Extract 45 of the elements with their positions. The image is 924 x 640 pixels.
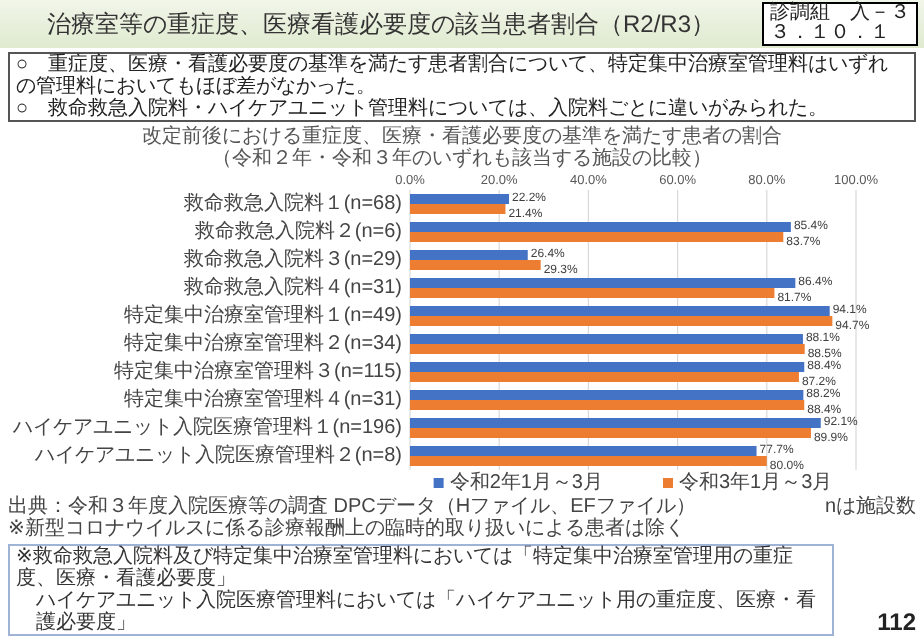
- y-tick-label: 特定集中治療室管理料４(n=31): [123, 387, 402, 412]
- source-note: 出典：令和３年度入院医療等の調査 DPCデータ（Hファイル、EFファイル）: [8, 496, 696, 518]
- bar: [410, 400, 805, 410]
- text: 治療室等の重症度、医療看護必要度の該当患者割合（R2/R3）: [44, 7, 717, 41]
- bar: [410, 204, 506, 214]
- text: ハイケアユニット入院医療管理料においては「ハイケアユニット用の重症度、医療・看護必要度」: [34, 590, 818, 634]
- text: nは施設数: [824, 496, 916, 518]
- legend-label: 令和2年1月～3月: [449, 470, 603, 495]
- bar: [410, 428, 811, 438]
- bar: [410, 446, 757, 456]
- bar: [410, 222, 791, 232]
- bar: [410, 306, 830, 316]
- bar: [410, 288, 775, 298]
- bar: [410, 334, 803, 344]
- bar: [410, 390, 804, 400]
- text: 112: [875, 608, 916, 636]
- bar: [410, 278, 796, 288]
- text: ※救命救急入院料及び特定集中治療室管理料においては「特定集中治療室管理用の重症度、医療・看護必要度」: [16, 546, 795, 590]
- y-tick-label: 特定集中治療室管理料２(n=34): [123, 331, 402, 356]
- text: 診調組 入－３: [770, 2, 910, 24]
- legend-label: 令和3年1月～3月: [679, 470, 833, 495]
- text: ○ 救命救急入院料・ハイケアユニット管理料については、入院料ごとに違いがみられた。: [16, 98, 831, 120]
- bar: [410, 316, 833, 326]
- bar: [410, 250, 528, 260]
- text: ３．１０．１: [770, 22, 892, 44]
- text: ○ 重症度、医療・看護必要度の基準を満たす患者割合について、特定集中治療室管理料はいずれの管理料においてもほぼ差がなかった。: [16, 54, 891, 98]
- bar: [410, 232, 784, 242]
- bar: [410, 418, 821, 428]
- text: ※新型コロナウイルスに係る診療報酬上の臨時的取り扱いによる患者は除く: [8, 518, 687, 540]
- y-tick-label: 救命救急入院料１(n=68): [181, 191, 402, 216]
- bar: [410, 194, 510, 204]
- y-tick-label: ハイケアユニット入院医療管理料１(n=196): [10, 415, 402, 440]
- y-tick-label: ハイケアユニット入院医療管理料２(n=8): [32, 443, 402, 468]
- bar: [410, 344, 805, 354]
- bar: [410, 260, 541, 270]
- bar: [410, 456, 767, 466]
- y-tick-label: 特定集中治療室管理料１(n=49): [123, 303, 402, 328]
- y-tick-label: 救命救急入院料３(n=29): [181, 247, 402, 272]
- y-tick-label: 特定集中治療室管理料３(n=115): [113, 359, 402, 384]
- chart-subtitle: （令和２年・令和３年のいずれも該当する施設の比較）: [210, 148, 714, 170]
- bar: [410, 372, 799, 382]
- chart-title: 改定前後における重症度、医療・看護必要度の基準を満たす患者の割合: [140, 126, 784, 148]
- y-tick-label: 救命救急入院料４(n=31): [181, 275, 402, 300]
- y-tick-label: 救命救急入院料２(n=6): [192, 219, 402, 244]
- bar: [410, 362, 805, 372]
